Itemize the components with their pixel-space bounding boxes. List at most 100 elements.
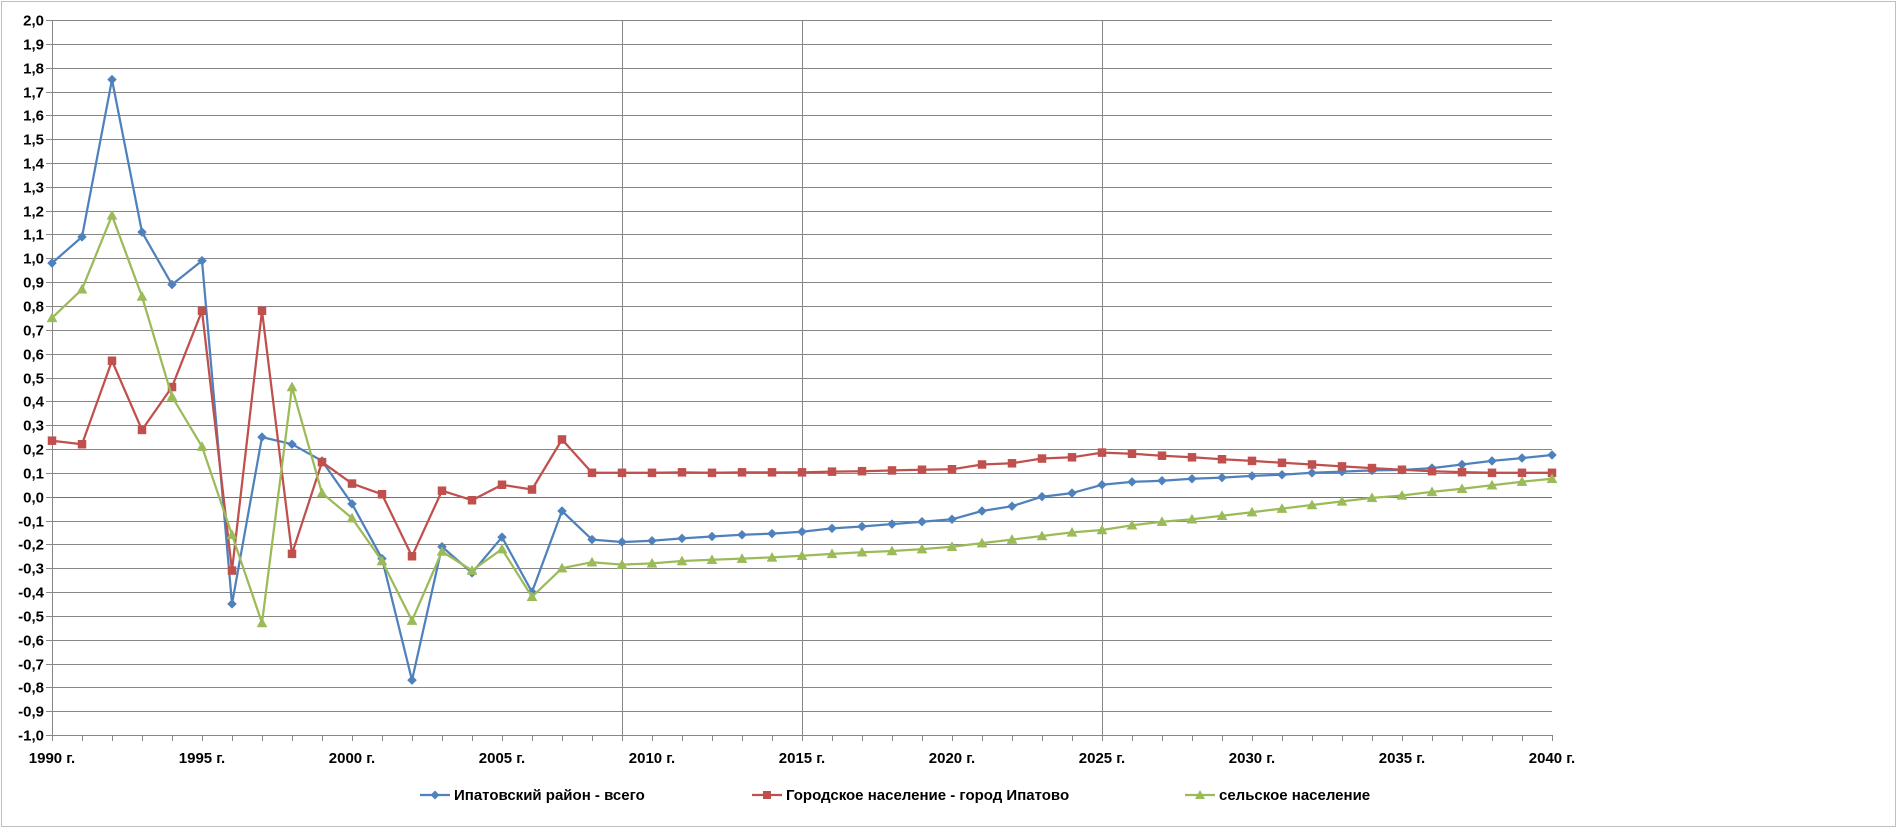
data-point <box>617 468 627 478</box>
y-tick-label: -1,0 <box>18 728 44 745</box>
data-point <box>377 490 387 499</box>
data-point <box>1007 501 1017 512</box>
data-point <box>527 485 537 494</box>
data-point <box>617 537 627 547</box>
legend-label-rural: сельское население <box>1219 787 1370 804</box>
x-tick-label: 2015 г. <box>779 750 825 767</box>
data-point <box>1486 479 1498 490</box>
data-point <box>1186 513 1198 524</box>
data-point <box>436 545 448 556</box>
y-tick-label: 0,0 <box>23 490 44 507</box>
data-point <box>977 460 987 469</box>
data-point <box>407 675 417 686</box>
data-point <box>1067 488 1077 498</box>
legend-label-urban: Городское население - город Ипатово <box>786 787 1069 804</box>
series-lines <box>46 74 1558 686</box>
data-point <box>857 521 867 532</box>
data-point <box>827 523 837 534</box>
legend-item-rural: сельское население <box>1185 787 1370 804</box>
data-point <box>1037 454 1047 463</box>
data-point <box>947 514 957 525</box>
data-point <box>467 495 477 505</box>
data-point <box>1337 462 1347 471</box>
data-point <box>946 541 958 551</box>
data-point <box>1457 459 1467 470</box>
data-point <box>1097 479 1107 490</box>
data-point <box>797 526 807 537</box>
data-point <box>1216 510 1228 520</box>
data-point <box>107 74 117 85</box>
data-point <box>887 519 897 529</box>
data-point <box>197 255 207 266</box>
data-point <box>887 466 897 475</box>
data-point <box>256 617 268 628</box>
data-point <box>1066 526 1078 537</box>
data-point <box>106 209 118 220</box>
data-point <box>677 468 687 477</box>
data-point <box>1126 519 1138 530</box>
x-tick-label: 1990 г. <box>29 750 75 767</box>
data-point <box>917 516 927 527</box>
y-tick-label: 1,3 <box>23 180 44 197</box>
x-tick-label: 2030 г. <box>1229 750 1275 767</box>
data-point <box>1097 448 1107 457</box>
y-tick-label: -0,1 <box>18 514 44 531</box>
y-tick-label: -0,9 <box>18 704 44 721</box>
x-tick-label: 2010 г. <box>629 750 675 767</box>
legend-marker-diamond <box>430 790 440 800</box>
data-point <box>1067 453 1077 462</box>
data-point <box>137 425 147 435</box>
data-point <box>737 529 747 540</box>
data-point <box>1517 453 1527 463</box>
data-point <box>1276 503 1288 513</box>
data-point <box>886 545 898 556</box>
data-point <box>917 465 927 474</box>
data-point <box>77 439 87 449</box>
y-tick-label: 0,9 <box>23 275 44 292</box>
data-point <box>1156 516 1168 526</box>
data-point <box>706 554 718 565</box>
y-tick-label: 1,7 <box>23 85 44 102</box>
data-point <box>526 591 538 602</box>
data-point <box>197 306 207 316</box>
y-tick-label: 0,2 <box>23 442 44 459</box>
data-point <box>257 306 267 316</box>
data-point <box>47 436 57 445</box>
data-point <box>647 468 657 478</box>
y-tick-label: 0,1 <box>23 466 44 483</box>
y-axis-tick-labels: -1,0 -0,9 -0,8 -0,7 -0,6 -0,5 -0,4 -0,3 -0,2 -0,1… <box>18 13 45 745</box>
data-point <box>406 615 418 625</box>
data-point <box>707 468 717 478</box>
data-point <box>826 548 838 559</box>
data-point <box>1277 469 1287 480</box>
data-point <box>1426 486 1438 497</box>
x-tick-label: 2035 г. <box>1379 750 1425 767</box>
data-point <box>316 487 328 498</box>
data-point <box>1036 530 1048 541</box>
data-point <box>976 537 988 548</box>
data-point <box>1306 499 1318 510</box>
y-tick-label: 1,0 <box>23 251 44 268</box>
data-point <box>647 535 657 546</box>
legend-item-total: Ипатовский район - всего <box>420 787 645 804</box>
data-point <box>676 555 688 566</box>
y-tick-label: -0,6 <box>18 633 44 650</box>
gridlines <box>52 20 1552 736</box>
data-point <box>196 441 208 451</box>
y-tick-label: -0,8 <box>18 680 44 697</box>
y-tick-label: 0,6 <box>23 347 44 364</box>
data-point <box>1187 473 1197 484</box>
data-point <box>1277 458 1287 468</box>
data-point <box>1247 471 1257 481</box>
data-point <box>587 534 597 545</box>
y-tick-label: 1,9 <box>23 37 44 54</box>
data-point <box>1487 456 1497 466</box>
data-point <box>977 506 987 516</box>
data-point <box>556 562 568 573</box>
data-point <box>227 566 237 575</box>
x-axis-tick-labels: 1990 г. 1995 г. 2000 г. 2005 г. 2010 г. 2015 … <box>29 750 1575 767</box>
data-point <box>1037 491 1047 502</box>
x-tick-label: 2005 г. <box>479 750 525 767</box>
